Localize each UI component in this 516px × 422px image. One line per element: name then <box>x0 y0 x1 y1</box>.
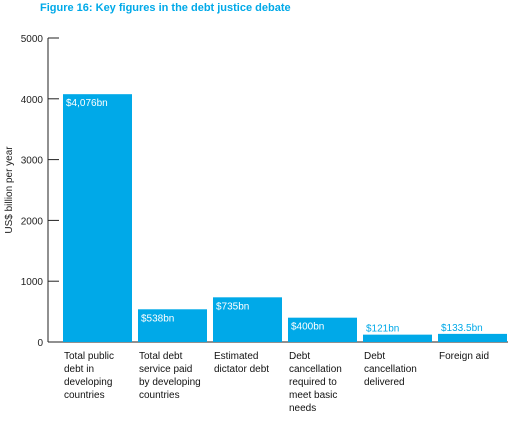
category-label: Foreign aid <box>439 351 489 362</box>
category-label-line: countries <box>64 390 105 401</box>
category-labels: Total public debt in developing countriesTo… <box>64 351 489 414</box>
category-label-line: Total debt <box>139 351 183 362</box>
category-label-line: cancellation <box>289 364 342 375</box>
category-label: Debt cancellation required to meet basic nee… <box>289 351 342 414</box>
data-label: $4,076bn <box>66 98 108 109</box>
category-label-line: countries <box>139 390 180 401</box>
category-label-line: cancellation <box>364 364 417 375</box>
category-label-line: service paid <box>139 364 192 375</box>
bars <box>63 94 507 342</box>
category-label: Total public debt in developing countries <box>64 351 114 401</box>
y-ticks: 0 1000 2000 3000 4000 5000 <box>21 34 59 349</box>
y-axis-label: US$ billion per year <box>4 146 15 234</box>
bar <box>138 309 207 342</box>
y-tick-label: 3000 <box>21 156 44 167</box>
category-label-line: Total public <box>64 351 114 362</box>
y-tick-label: 5000 <box>21 34 44 45</box>
category-label: Estimated dictator debt <box>214 351 269 375</box>
chart-title: Figure 16: Key figures in the debt justi… <box>40 2 291 14</box>
category-label-line: developing <box>64 377 112 388</box>
category-label-line: needs <box>289 403 316 414</box>
category-label-line: debt in <box>64 364 94 375</box>
category-label-line: required to <box>289 377 337 388</box>
category-label-line: Estimated <box>214 351 258 362</box>
y-tick-label: 1000 <box>21 277 44 288</box>
category-label-line: dictator debt <box>214 364 269 375</box>
category-label: Debt cancellation delivered <box>364 351 417 388</box>
bar <box>213 297 282 342</box>
bar <box>363 334 432 342</box>
y-tick-label: 2000 <box>21 216 44 227</box>
y-tick-label: 4000 <box>21 95 44 106</box>
bar <box>438 333 507 342</box>
data-labels: $4,076bn $538bn $735bn $400bn $121bn $133.5bn <box>66 98 483 334</box>
data-label: $538bn <box>141 313 174 324</box>
data-label: $133.5bn <box>441 323 483 334</box>
category-label-line: Debt <box>289 351 310 362</box>
data-label: $400bn <box>291 322 324 333</box>
data-label: $121bn <box>366 324 399 335</box>
category-label-line: Debt <box>364 351 385 362</box>
category-label-line: delivered <box>364 377 405 388</box>
category-label-line: meet basic <box>289 390 337 401</box>
y-tick-label: 0 <box>37 338 43 349</box>
bar <box>63 94 132 342</box>
data-label: $735bn <box>216 301 249 312</box>
category-label-line: Foreign aid <box>439 351 489 362</box>
category-label: Total debt service paid by developing count… <box>139 351 201 401</box>
bar <box>288 317 357 342</box>
category-label-line: by developing <box>139 377 201 388</box>
